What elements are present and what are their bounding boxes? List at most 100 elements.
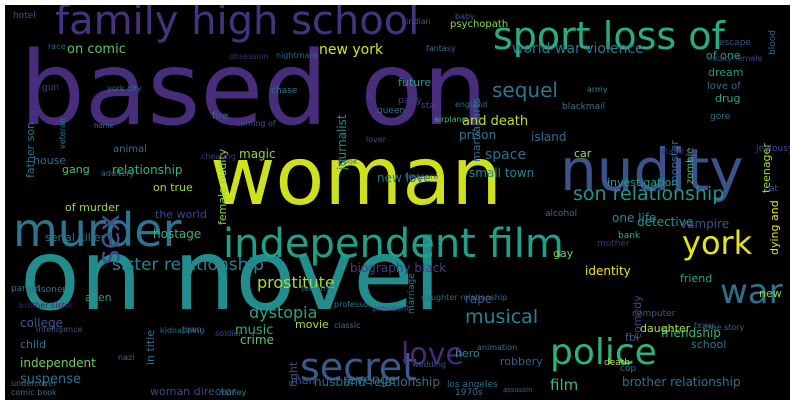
word-gang: gang	[62, 163, 90, 176]
word-gun: gun	[42, 83, 60, 93]
word-revenge: revenge	[343, 373, 397, 388]
word-house: house	[33, 154, 67, 167]
word-adultery: adultery	[101, 169, 135, 178]
word-husband-relationship: husband relationship	[314, 375, 441, 389]
word-film: film	[550, 376, 579, 394]
word-obsession: obsession	[229, 52, 269, 61]
word-undercover: undercover	[11, 379, 57, 388]
word-on-comic: on comic	[67, 42, 126, 57]
word-1970s: 1970s	[455, 388, 483, 398]
word-town: town	[182, 325, 202, 334]
word-stand-up: stand up	[661, 147, 697, 156]
word-baby: baby	[455, 12, 475, 21]
word-home: home	[94, 122, 114, 130]
word-kidnapping: kidnapping	[160, 326, 205, 335]
word-on-true: on true	[153, 181, 193, 194]
word-hotel: hotel	[13, 11, 36, 21]
word-suspense: suspense	[20, 372, 82, 387]
word-serial-killer: serial killer	[45, 231, 106, 244]
word-psychopath: psychopath	[450, 19, 509, 30]
word-los-angeles: los angeles	[447, 380, 498, 390]
word-york: york	[682, 224, 753, 262]
word-cop: cop	[620, 364, 637, 374]
word-cloud: based on woman on novel nudity family high s…	[5, 5, 790, 400]
word-death: death	[604, 358, 630, 368]
word-texas: texas	[694, 321, 716, 330]
word-chase: chase	[271, 86, 298, 96]
word-new: new	[759, 287, 782, 300]
word-love-of: love of	[707, 81, 741, 92]
word-daughter: daughter	[640, 322, 691, 335]
word-friendship: friendship	[661, 326, 721, 340]
word-indian: indian	[406, 17, 431, 26]
word-war: war	[720, 272, 783, 312]
word-car: car	[574, 147, 592, 160]
word-prisoner: prisoner	[29, 285, 67, 295]
word-friend: friend	[680, 272, 713, 285]
word-cheating: cheating	[201, 152, 236, 161]
word-nazi: nazi	[118, 353, 135, 362]
word-prostitute: prostitute	[257, 273, 335, 292]
word-vampire: vampire	[680, 217, 730, 231]
word-one-life: one life	[612, 211, 657, 225]
word-biography-black: biography black	[350, 261, 447, 275]
word-brother-relationship: brother relationship	[622, 375, 741, 389]
word-president: president	[372, 304, 410, 313]
word-sport-loss-of: sport loss of	[493, 14, 725, 58]
word-dystopia: dystopia	[249, 303, 318, 322]
word-space: space	[485, 147, 527, 163]
word-based-on: based on	[20, 30, 488, 149]
word-escape: escape	[719, 38, 751, 48]
word-lover: lover	[366, 135, 387, 144]
word-treasure: treasure	[405, 172, 439, 181]
word-gore: gore	[710, 112, 731, 122]
word-animal: animal	[113, 144, 147, 155]
word-robbery: robbery	[500, 355, 543, 368]
word-party: party	[398, 96, 422, 106]
word-comic-book: comic book	[11, 388, 57, 397]
word-cat: cat	[764, 184, 778, 194]
word-murder: murder	[13, 203, 182, 257]
word-bank: bank	[618, 231, 641, 241]
word-daughter-relationship: daughter relationship	[421, 293, 508, 302]
word-book: book	[338, 157, 358, 166]
word-new-york: new york	[319, 42, 384, 58]
word-mother: mother	[597, 239, 630, 249]
word-alcohol: alcohol	[545, 209, 578, 219]
word-crime: crime	[240, 333, 274, 347]
word-love: love	[401, 337, 464, 372]
word-and-death: and death	[462, 114, 529, 129]
word-detective: detective	[637, 215, 694, 229]
word-woman: woman	[210, 130, 503, 223]
word-fbi: fbi	[625, 331, 639, 344]
word-computer: computer	[632, 309, 676, 319]
word-woman-director: woman director	[150, 385, 237, 398]
word-of-one: of one	[706, 49, 741, 62]
word-police: police	[550, 332, 657, 373]
word-york-city: york city	[107, 84, 142, 93]
word-college: college	[20, 316, 63, 330]
word-star: star	[421, 101, 439, 111]
word-veteran: veteran	[58, 118, 67, 149]
word-the-world: the world	[155, 208, 207, 221]
word-identity: identity	[585, 264, 631, 278]
word-relationship: relationship	[112, 163, 183, 177]
word-new-love: new love	[377, 171, 431, 185]
word-money: money	[219, 388, 247, 397]
word-dream: dream	[708, 66, 744, 79]
word-fire: fire	[212, 111, 229, 122]
word-independent: independent	[20, 356, 96, 370]
word-true-story: true story	[705, 323, 745, 332]
word-small-town: small town	[469, 166, 535, 180]
word-on-novel: on novel	[20, 219, 441, 333]
word-man: man	[291, 374, 316, 387]
word-marriage: marriage	[407, 273, 417, 314]
word-world-war-violence: world war violence	[512, 41, 644, 57]
word-rape: rape	[465, 292, 493, 306]
word-soldier: soldier	[215, 329, 242, 338]
word-england: england	[455, 100, 488, 109]
word-future: future	[398, 76, 432, 89]
word-school: school	[691, 338, 727, 351]
word-jealousy: jealousy	[756, 144, 790, 154]
word-brother-sister: brother sister	[19, 301, 73, 310]
